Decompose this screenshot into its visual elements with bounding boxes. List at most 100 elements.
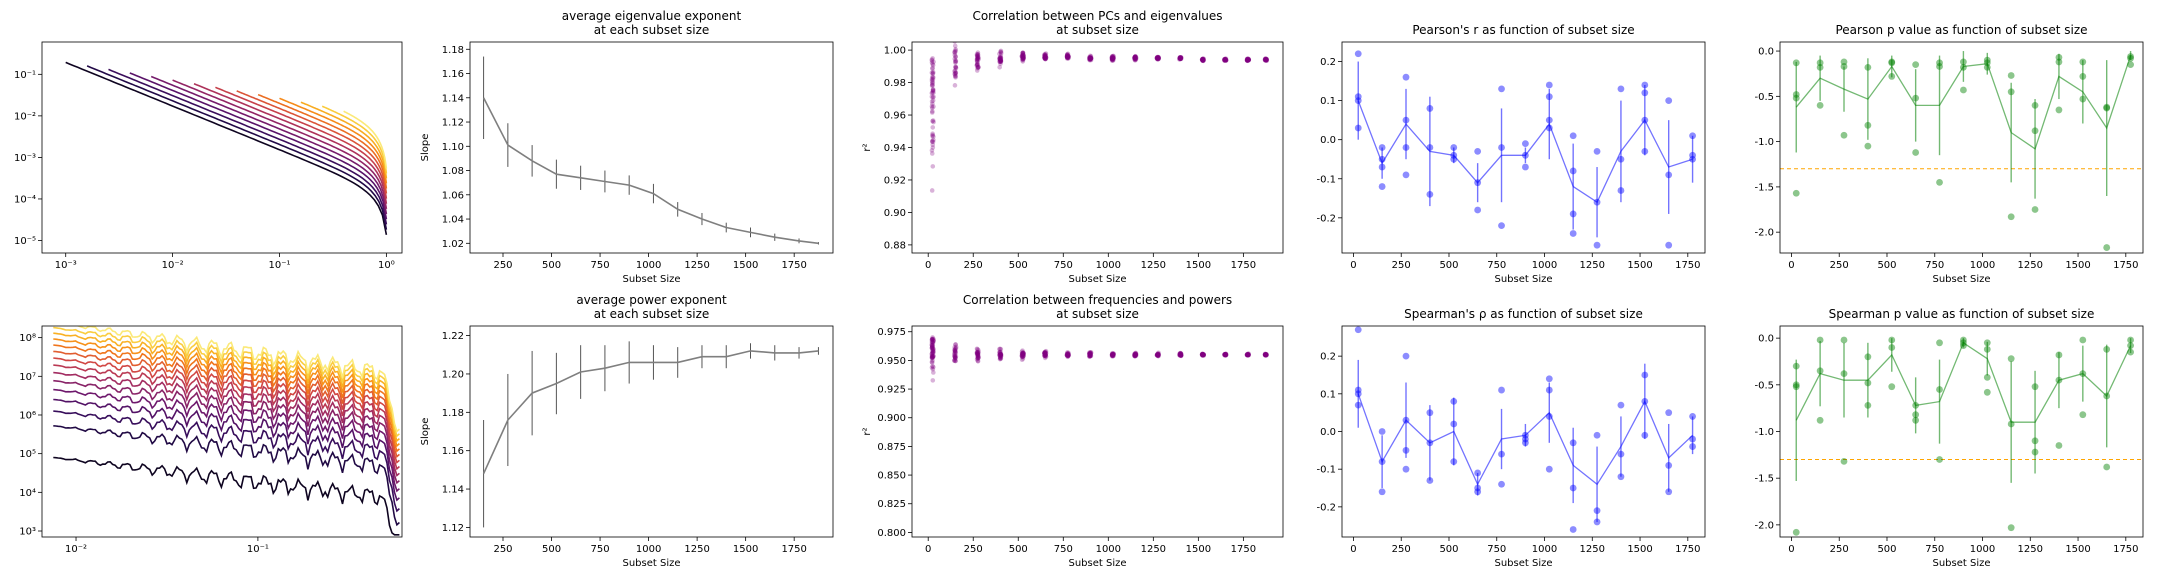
corr-point <box>1178 352 1183 358</box>
x-tick-label: 0 <box>1788 260 1794 271</box>
corr-point <box>930 125 936 130</box>
data-point <box>1689 155 1696 163</box>
data-point <box>1983 59 1991 67</box>
corr-point <box>1132 56 1137 61</box>
corr-point <box>1020 52 1026 57</box>
corr-point <box>930 70 936 76</box>
corr-point <box>1177 352 1183 358</box>
corr-point <box>997 356 1003 362</box>
corr-point <box>1065 54 1071 59</box>
corr-point <box>1088 55 1093 61</box>
y-tick-label: 0.950 <box>877 356 906 367</box>
eigenvalue-curve <box>172 79 388 210</box>
corr-point <box>1064 54 1070 59</box>
y-tick-label: 1.12 <box>442 523 464 534</box>
corr-point <box>1043 55 1049 61</box>
corr-point <box>1178 56 1183 62</box>
corr-point <box>997 349 1003 355</box>
chart-title: Pearson p value as function of subset si… <box>1835 23 2087 37</box>
corr-point <box>1087 350 1093 355</box>
corr-point <box>1201 352 1206 358</box>
corr-point <box>931 348 936 354</box>
corr-point <box>998 48 1004 54</box>
corr-point <box>1155 57 1160 62</box>
corr-point <box>953 355 958 361</box>
corr-point <box>1223 352 1228 357</box>
data-point <box>1689 443 1696 450</box>
corr-point <box>998 352 1004 357</box>
corr-point <box>1178 352 1184 358</box>
data-point <box>1960 86 1967 94</box>
corr-point <box>1155 352 1161 357</box>
corr-point <box>1066 353 1071 358</box>
corr-point <box>1263 352 1269 357</box>
data-point <box>1792 362 1800 370</box>
corr-point <box>1088 349 1094 355</box>
corr-point <box>1132 54 1138 60</box>
corr-point <box>1244 352 1250 358</box>
corr-point <box>1178 351 1184 356</box>
chart-title: at subset size <box>1056 307 1139 321</box>
corr-point <box>930 74 935 79</box>
corr-point <box>1064 351 1070 357</box>
corr-point <box>1245 352 1251 357</box>
data-point <box>1354 401 1362 409</box>
eigenvalue-curve <box>193 82 388 204</box>
corr-point <box>1200 56 1205 62</box>
corr-point <box>1223 351 1229 357</box>
mean-line <box>1357 100 1693 204</box>
corr-point <box>1043 56 1049 62</box>
data-point <box>1888 59 1896 67</box>
corr-point <box>930 118 935 124</box>
corr-point <box>1133 351 1139 357</box>
corr-point <box>1263 351 1269 357</box>
data-point <box>1665 171 1673 179</box>
corr-point <box>975 55 981 60</box>
corr-point <box>1088 55 1093 61</box>
corr-point <box>930 348 935 354</box>
corr-point <box>1200 56 1206 62</box>
corr-point <box>1201 58 1206 63</box>
corr-point <box>1088 57 1094 63</box>
corr-point <box>1065 54 1070 60</box>
chart-title: at each subset size <box>594 23 710 37</box>
corr-point <box>1262 352 1268 358</box>
corr-point <box>931 337 936 343</box>
corr-point <box>1223 351 1228 357</box>
corr-point <box>1087 55 1093 61</box>
corr-point <box>1263 56 1269 62</box>
corr-point <box>1042 355 1048 361</box>
corr-point <box>975 53 981 58</box>
x-tick-label: 1500 <box>1627 544 1652 555</box>
corr-point <box>1177 352 1183 358</box>
x-axis-label: Subset Size <box>1068 274 1126 285</box>
corr-point <box>953 65 959 71</box>
corr-point <box>1245 56 1251 62</box>
data-point <box>1450 420 1458 428</box>
corr-point <box>1200 352 1205 358</box>
corr-point <box>929 351 935 356</box>
corr-point <box>1223 58 1229 63</box>
corr-point <box>975 349 980 355</box>
corr-point <box>997 352 1003 357</box>
corr-point <box>974 63 980 68</box>
corr-point <box>1262 57 1268 63</box>
corr-point <box>929 104 935 109</box>
x-tick-label: 1250 <box>2018 544 2043 555</box>
corr-point <box>1020 356 1026 361</box>
axes-frame <box>1341 41 1706 254</box>
corr-point <box>1177 352 1183 357</box>
x-tick-label: 0 <box>925 544 931 555</box>
corr-point <box>1264 57 1270 62</box>
corr-point <box>1263 352 1269 357</box>
data-point <box>1402 465 1410 473</box>
corr-point <box>1043 351 1048 357</box>
corr-point <box>975 353 981 359</box>
corr-point <box>1200 351 1205 357</box>
corr-point <box>1087 353 1093 359</box>
corr-point <box>1177 57 1182 62</box>
corr-point <box>1020 56 1025 62</box>
data-point <box>1816 416 1824 424</box>
data-point <box>1816 101 1824 109</box>
corr-point <box>1244 352 1250 358</box>
